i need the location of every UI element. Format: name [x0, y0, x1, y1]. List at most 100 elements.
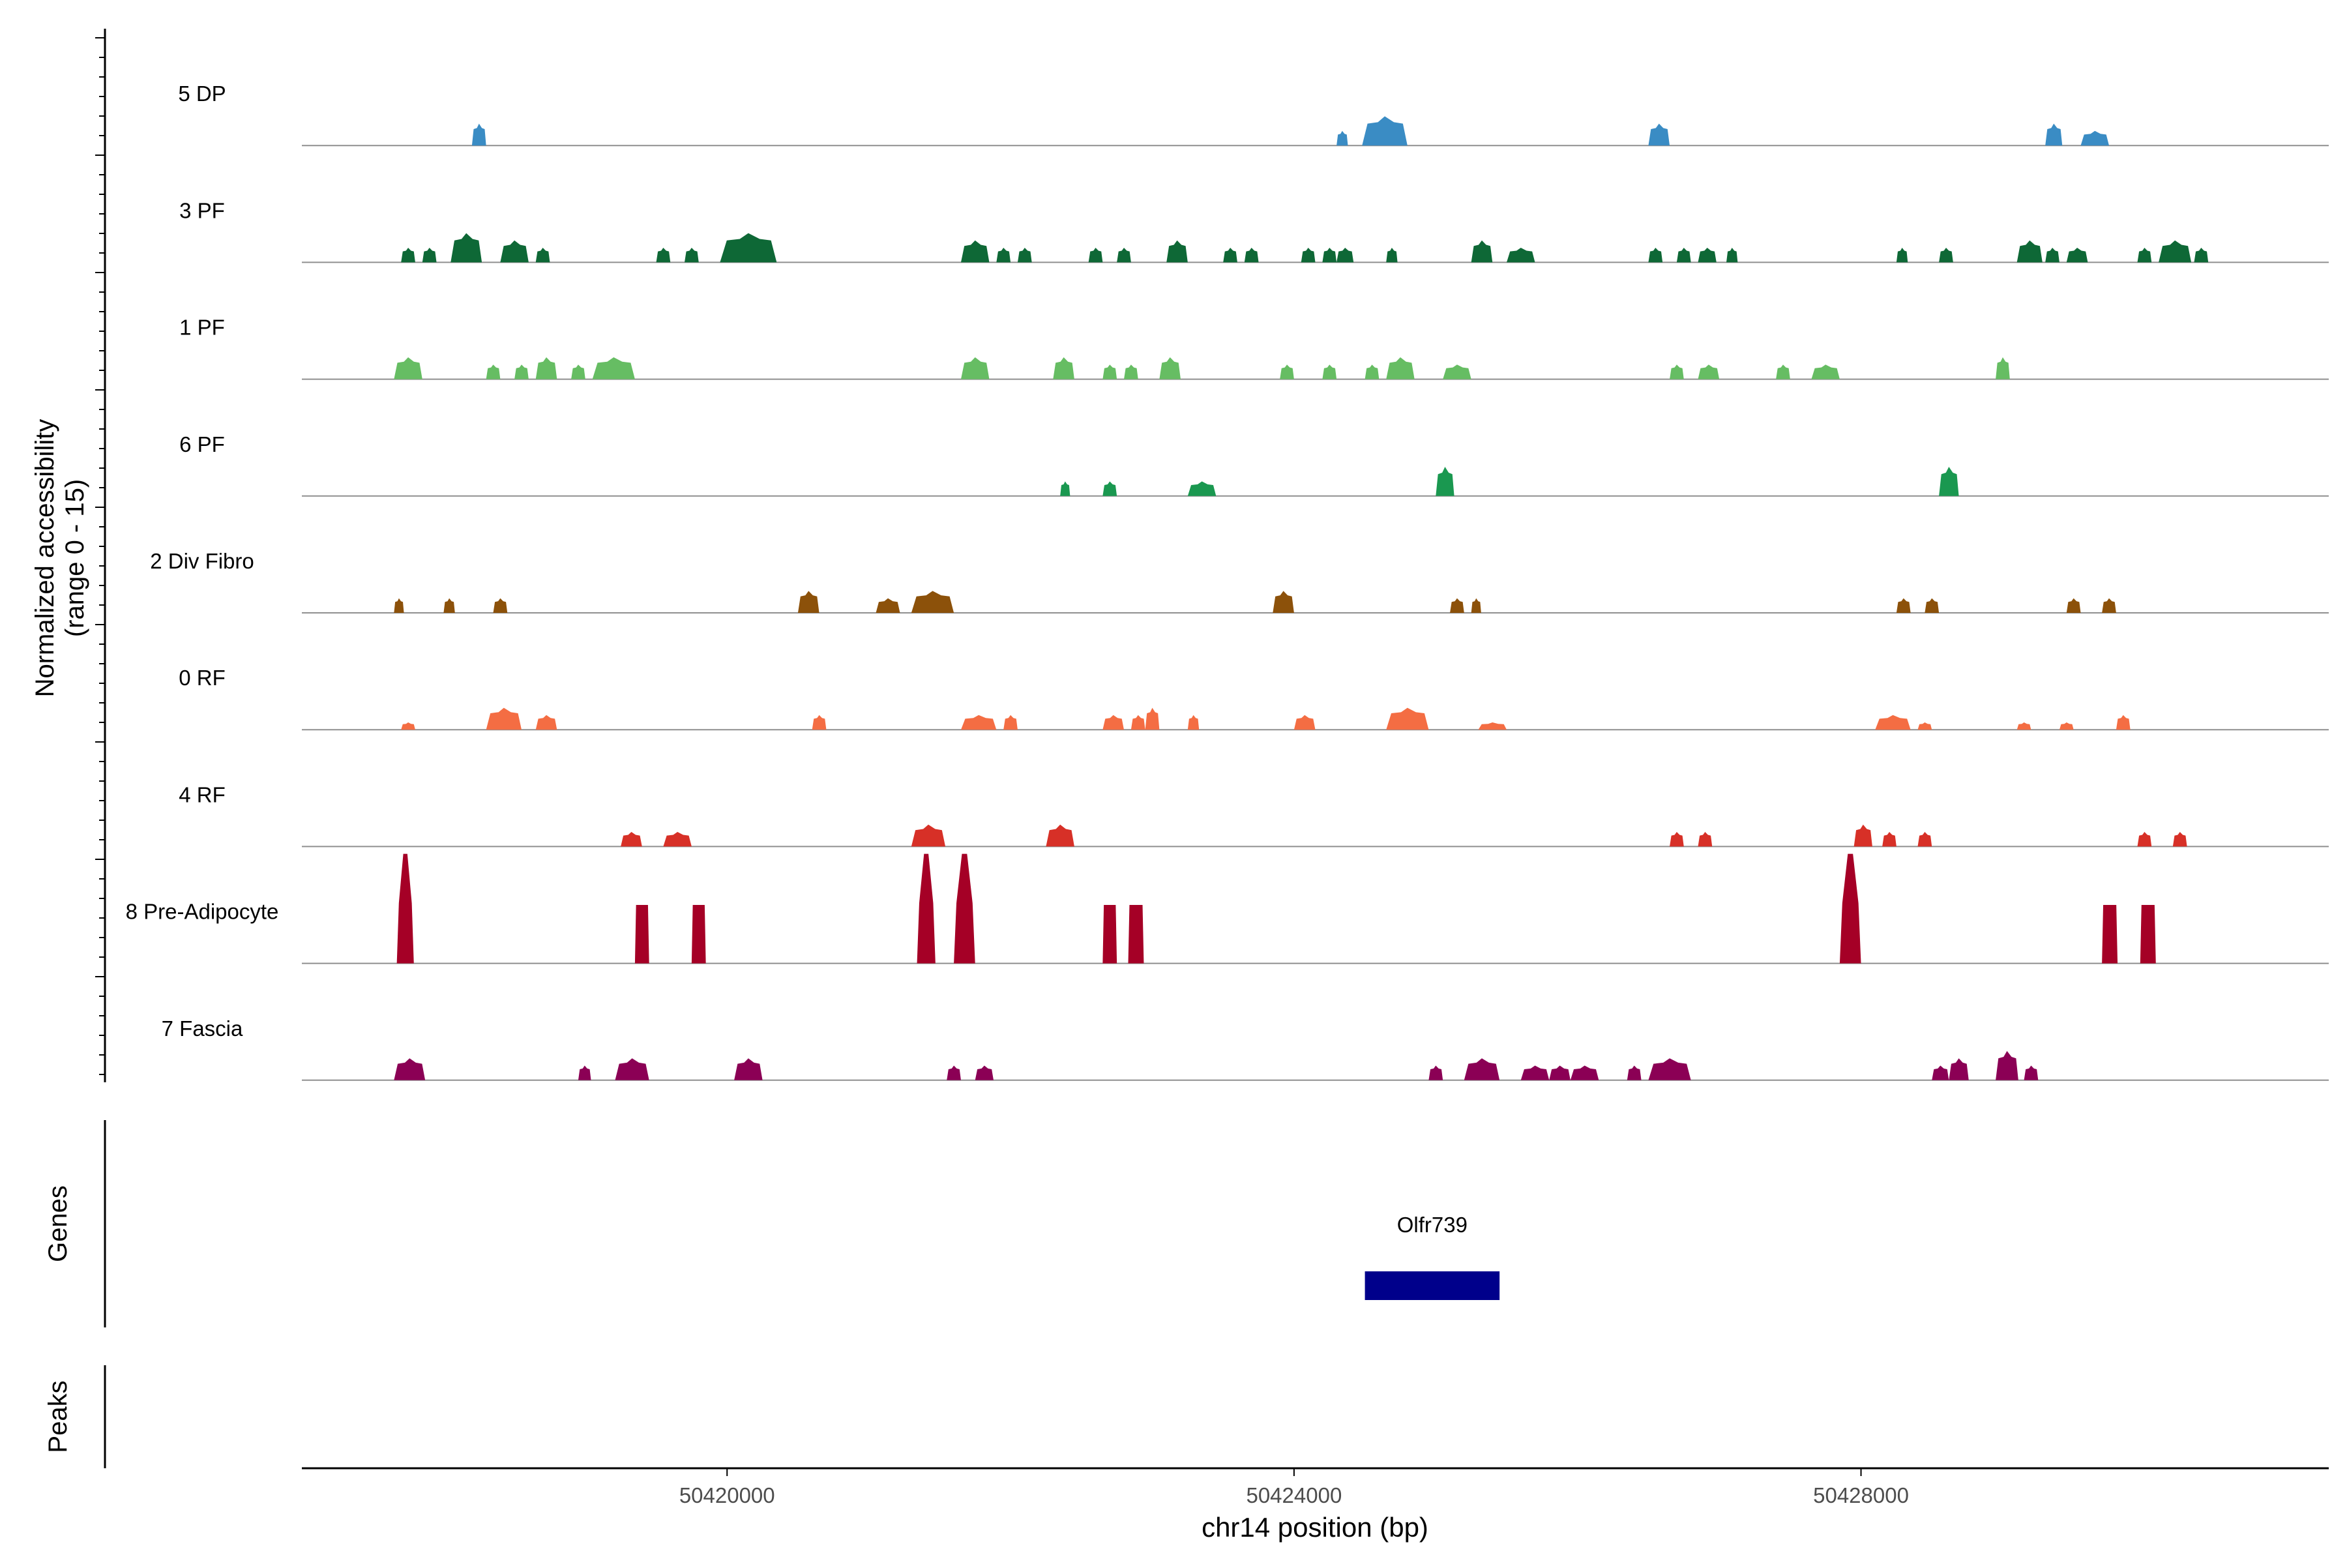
coverage-peak — [394, 1058, 426, 1080]
gene-track: Olfr739 — [1365, 1213, 1500, 1300]
coverage-peak — [960, 715, 997, 730]
track-2-div-fibro: 2 Div Fibro — [150, 549, 2329, 614]
coverage-peak — [2059, 722, 2074, 730]
coverage-peak — [1811, 364, 1840, 379]
coverage-peak — [1698, 364, 1720, 379]
gene-olfr739 — [1365, 1271, 1500, 1300]
coverage-peak — [1060, 481, 1070, 496]
track-label: 2 Div Fibro — [150, 549, 254, 573]
coverage-peak — [2194, 248, 2209, 263]
track-label: 8 Pre-Adipocyte — [126, 900, 279, 924]
coverage-peak — [960, 357, 990, 379]
coverage-peak — [996, 248, 1011, 263]
track-1-pf: 1 PF — [179, 316, 2329, 380]
track-label: 1 PF — [179, 316, 225, 340]
coverage-peak — [1648, 1058, 1691, 1080]
coverage-peak — [493, 598, 508, 613]
coverage-peak — [1776, 364, 1790, 379]
coverage-peak — [2024, 1065, 2039, 1080]
coverage-peak — [1896, 598, 1911, 613]
coverage-peak — [1932, 1065, 1949, 1080]
coverage-peak — [1471, 240, 1493, 263]
y-axis-range-label: (range 0 - 15) — [61, 479, 89, 637]
gene-label: Olfr739 — [1397, 1213, 1468, 1237]
coverage-peak — [1471, 598, 1481, 613]
coverage-peak — [1159, 357, 1181, 379]
coverage-peak — [911, 591, 954, 613]
coverage-peak — [663, 832, 692, 847]
coverage-peak — [486, 707, 522, 730]
y-axis-title: Normalized accessibility (range 0 - 15) — [31, 419, 89, 698]
coverage-peak — [1853, 824, 1872, 847]
coverage-peak — [2159, 240, 2192, 263]
coverage-peak — [1627, 1065, 1642, 1080]
coverage-peak — [1670, 364, 1684, 379]
coverage-peak — [2045, 123, 2063, 146]
x-tick-label: 50428000 — [1813, 1483, 1909, 1507]
coverage-peak — [1117, 248, 1131, 263]
coverage-peak — [621, 832, 642, 847]
coverage-peak — [1882, 832, 1897, 847]
coverage-peak — [2137, 832, 2152, 847]
coverage-peak — [2102, 905, 2118, 964]
coverage-peak — [401, 722, 415, 730]
coverage-peak — [2080, 130, 2110, 146]
coverage-peak — [1128, 905, 1144, 964]
coverage-peak — [1130, 715, 1145, 730]
coverage-peak — [2045, 248, 2059, 263]
coverage-peak — [1336, 248, 1354, 263]
coverage-peak — [1244, 248, 1259, 263]
track-4-rf: 4 RF — [179, 782, 2329, 848]
coverage-peak — [1478, 722, 1507, 730]
coverage-peak — [1223, 248, 1237, 263]
coverage-peak — [960, 240, 990, 263]
y-axis-label: Normalized accessibility — [31, 419, 59, 698]
coverage-peak — [2116, 715, 2131, 730]
coverage-peak — [1293, 715, 1316, 730]
coverage-peak — [685, 248, 699, 263]
coverage-peak — [1520, 1065, 1550, 1080]
coverage-peak — [720, 233, 777, 263]
coverage-peak — [1145, 707, 1160, 730]
track-label: 6 PF — [179, 432, 225, 456]
coverage-peak — [691, 905, 706, 964]
track-7-fascia: 7 Fascia — [162, 1016, 2329, 1081]
coverage-peak — [486, 364, 501, 379]
coverage-peak — [471, 123, 486, 146]
coverage-peak — [535, 357, 557, 379]
coverage-peak — [1102, 481, 1117, 496]
coverage-peak — [514, 364, 529, 379]
coverage-peak — [1726, 248, 1738, 263]
coverage-peak — [1949, 1058, 1969, 1080]
coverage-peak — [1676, 248, 1691, 263]
x-tick-label: 50420000 — [679, 1483, 775, 1507]
coverage-peak — [1322, 364, 1337, 379]
coverage-peak — [2137, 248, 2152, 263]
coverage-peak — [1166, 240, 1188, 263]
coverage-peak — [812, 715, 827, 730]
coverage-peak — [571, 364, 585, 379]
coverage-peak — [911, 824, 946, 847]
coverage-peak — [1046, 824, 1074, 847]
coverage-peak — [1939, 248, 1953, 263]
accessibility-y-ticks — [95, 37, 105, 1075]
coverage-peak — [1365, 364, 1380, 379]
coverage-peak — [2102, 598, 2116, 613]
coverage-peak — [1450, 598, 1464, 613]
coverage-peak — [734, 1058, 763, 1080]
genes-panel-label: Genes — [44, 1185, 72, 1262]
coverage-peak — [401, 248, 415, 263]
track-3-pf: 3 PF — [179, 198, 2329, 263]
coverage-peak — [1386, 248, 1398, 263]
coverage-peak — [1362, 116, 1408, 146]
coverage-peak — [1698, 832, 1713, 847]
track-6-pf: 6 PF — [179, 432, 2329, 497]
track-label: 3 PF — [179, 198, 225, 222]
coverage-peak — [634, 905, 649, 964]
coverage-peak — [1322, 248, 1337, 263]
coverage-peak — [1648, 123, 1670, 146]
coverage-peak — [1187, 715, 1200, 730]
coverage-peak — [1102, 364, 1117, 379]
coverage-peak — [1123, 364, 1138, 379]
